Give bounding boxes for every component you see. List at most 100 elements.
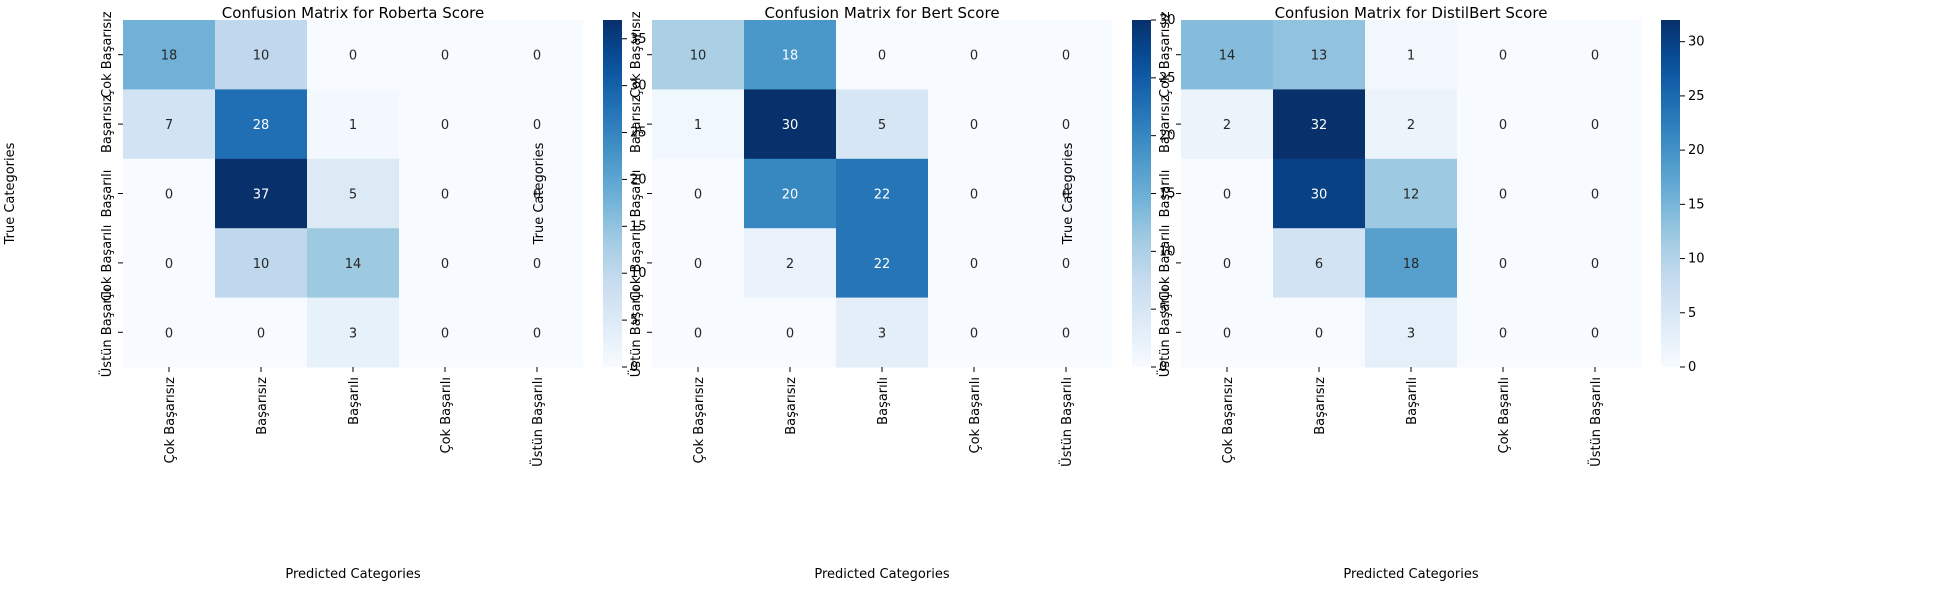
x-tick-label: Çok Başarısız bbox=[692, 377, 707, 464]
heatmap-cell bbox=[123, 228, 216, 299]
colorbar-tick-label: 20 bbox=[630, 172, 647, 187]
heatmap-cell bbox=[1181, 228, 1274, 299]
cell-value-label: 0 bbox=[1499, 118, 1507, 133]
cell-value-label: 22 bbox=[874, 257, 891, 272]
cell-value-label: 0 bbox=[1499, 188, 1507, 203]
heatmap-cell bbox=[928, 158, 1021, 229]
cell-value-label: 10 bbox=[253, 257, 270, 272]
heatmap-cell bbox=[123, 89, 216, 160]
heatmap-cell bbox=[307, 20, 400, 90]
heatmap-cell bbox=[491, 89, 584, 160]
y-tick-label: Başarılı bbox=[1158, 170, 1173, 218]
heatmap-cell bbox=[1020, 297, 1113, 368]
cell-value-label: 30 bbox=[782, 118, 799, 133]
y-tick-label: Üstün Başarılı bbox=[1156, 287, 1173, 377]
x-tick-label: Başarısız bbox=[1313, 377, 1328, 435]
heatmap-cell bbox=[399, 20, 492, 90]
cell-value-label: 0 bbox=[533, 118, 541, 133]
y-tick-label: Başarısız bbox=[629, 95, 644, 153]
cell-value-label: 0 bbox=[970, 188, 978, 203]
cell-value-label: 0 bbox=[1315, 326, 1323, 341]
colorbar-tick-label: 25 bbox=[630, 126, 647, 141]
heatmap-cell bbox=[836, 228, 929, 299]
cell-value-label: 7 bbox=[165, 118, 173, 133]
cell-value-label: 0 bbox=[165, 257, 173, 272]
heatmap-cell bbox=[652, 20, 745, 90]
cell-value-label: 1 bbox=[1407, 49, 1415, 64]
x-tick-label: Başarılı bbox=[1405, 377, 1420, 425]
colorbar-tick-label: 15 bbox=[1159, 187, 1176, 202]
colorbar bbox=[603, 20, 622, 367]
heatmap-cell bbox=[1549, 228, 1642, 299]
heatmap-cell bbox=[836, 297, 929, 368]
cell-value-label: 0 bbox=[878, 49, 886, 64]
y-tick-label: Çok Başarılı bbox=[100, 225, 115, 302]
heatmap-cell bbox=[215, 228, 308, 299]
colorbar-tick-label: 25 bbox=[1159, 71, 1176, 86]
heatmap-cell bbox=[1457, 20, 1550, 90]
heatmap-cell bbox=[1549, 297, 1642, 368]
cell-value-label: 0 bbox=[694, 257, 702, 272]
heatmap-cell bbox=[1020, 20, 1113, 90]
heatmap-cell bbox=[1273, 20, 1366, 90]
heatmap-cell bbox=[491, 20, 584, 90]
cell-value-label: 0 bbox=[1062, 188, 1070, 203]
colorbar-tick-label: 15 bbox=[1688, 197, 1705, 212]
colorbar-tick-label: 30 bbox=[1159, 13, 1176, 28]
cell-value-label: 37 bbox=[253, 188, 270, 203]
heatmap-cell bbox=[836, 20, 929, 90]
cell-value-label: 0 bbox=[1591, 326, 1599, 341]
heatmap-cell bbox=[491, 158, 584, 229]
heatmap-cell bbox=[491, 228, 584, 299]
cell-value-label: 0 bbox=[165, 188, 173, 203]
cell-value-label: 6 bbox=[1315, 257, 1323, 272]
cell-value-label: 13 bbox=[1311, 49, 1328, 64]
cell-value-label: 0 bbox=[1223, 257, 1231, 272]
heatmap-cell bbox=[1365, 228, 1458, 299]
heatmap-cell bbox=[307, 297, 400, 368]
cell-value-label: 30 bbox=[1311, 188, 1328, 203]
cell-value-label: 14 bbox=[345, 257, 362, 272]
cell-value-label: 18 bbox=[782, 49, 799, 64]
heatmap-cell bbox=[1273, 89, 1366, 160]
heatmap-cell bbox=[652, 158, 745, 229]
cell-value-label: 0 bbox=[694, 326, 702, 341]
heatmap-cell bbox=[1457, 297, 1550, 368]
cell-value-label: 3 bbox=[349, 326, 357, 341]
colorbar-tick-label: 25 bbox=[1688, 89, 1705, 104]
heatmap-cell bbox=[399, 89, 492, 160]
heatmap-cell bbox=[307, 158, 400, 229]
y-axis-label: True Categories bbox=[532, 142, 547, 245]
cell-value-label: 0 bbox=[1223, 326, 1231, 341]
cell-value-label: 14 bbox=[1219, 49, 1236, 64]
cell-value-label: 0 bbox=[1591, 188, 1599, 203]
cell-value-label: 0 bbox=[1591, 118, 1599, 133]
heatmap-cell bbox=[928, 228, 1021, 299]
cell-value-label: 0 bbox=[1062, 118, 1070, 133]
cell-value-label: 10 bbox=[690, 49, 707, 64]
heatmap-cell bbox=[123, 20, 216, 90]
cell-value-label: 0 bbox=[1499, 257, 1507, 272]
x-axis-label: Predicted Categories bbox=[1343, 567, 1478, 582]
cell-value-label: 2 bbox=[1407, 118, 1415, 133]
cell-value-label: 0 bbox=[1499, 326, 1507, 341]
cell-value-label: 0 bbox=[441, 188, 449, 203]
heatmap-cell bbox=[1181, 20, 1274, 90]
colorbar-tick-label: 30 bbox=[1688, 35, 1705, 50]
heatmap-cell bbox=[1273, 158, 1366, 229]
heatmap-cell bbox=[215, 297, 308, 368]
colorbar-tick-label: 20 bbox=[1159, 129, 1176, 144]
heatmap-cell bbox=[1181, 158, 1274, 229]
heatmap-cell bbox=[1365, 89, 1458, 160]
heatmap-cell bbox=[399, 228, 492, 299]
heatmap-cell bbox=[652, 228, 745, 299]
cell-value-label: 20 bbox=[782, 188, 799, 203]
heatmap-cell bbox=[1020, 89, 1113, 160]
cell-value-label: 0 bbox=[1223, 188, 1231, 203]
heatmap-cell bbox=[928, 89, 1021, 160]
y-tick-label: Üstün Başarılı bbox=[627, 287, 644, 377]
heatmap-panel-3: Confusion Matrix for DistilBert Score 14 1… bbox=[1061, 4, 1705, 582]
cell-value-label: 2 bbox=[1223, 118, 1231, 133]
colorbar bbox=[1661, 20, 1680, 367]
